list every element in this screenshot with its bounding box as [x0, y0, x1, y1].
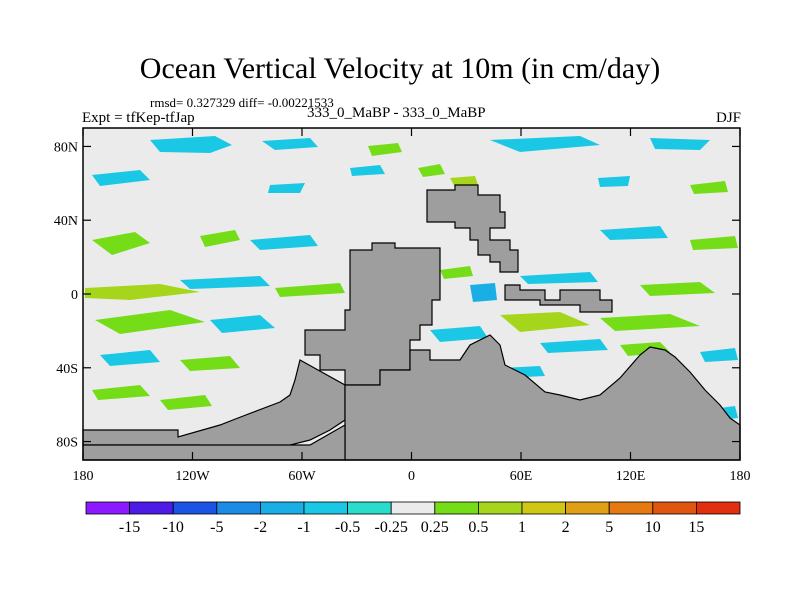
anomaly-cyan	[600, 226, 668, 240]
y-tick-label: 40S	[56, 362, 78, 377]
x-tick-label: 180	[73, 469, 94, 484]
colorbar-swatch	[390, 501, 436, 515]
anomaly-green	[500, 312, 590, 332]
center-label: 333_0_MaBP - 333_0_MaBP	[307, 105, 486, 121]
anomaly-green	[180, 356, 240, 371]
colorbar-label: 5	[605, 519, 613, 536]
anomaly-green	[95, 310, 205, 334]
anomaly-green	[92, 232, 150, 255]
x-tick-label: 120E	[616, 469, 646, 484]
anomaly-green	[92, 385, 150, 400]
colorbar-label: 2	[562, 519, 570, 536]
anomaly-cyan	[268, 183, 305, 193]
anomaly-cyan	[598, 176, 630, 187]
anomaly-cyan	[700, 348, 738, 362]
chart-title: Ocean Vertical Velocity at 10m (in cm/da…	[139, 52, 661, 85]
anomaly-green	[85, 284, 200, 300]
anomaly-cyan	[650, 138, 710, 150]
y-tick-label: 80S	[56, 436, 78, 451]
season-label: DJF	[715, 110, 741, 126]
colorbar-label: 1	[518, 519, 526, 536]
anomaly-green	[275, 283, 345, 297]
anomaly-cyan	[262, 138, 318, 150]
colorbar-swatch	[85, 501, 130, 515]
anomaly-cyan	[92, 170, 150, 186]
colorbar-label: 0.5	[468, 519, 488, 536]
anomaly-green	[200, 230, 240, 247]
anomaly-green	[368, 143, 402, 156]
anomaly-green	[450, 176, 478, 187]
anomaly-green	[418, 164, 445, 177]
colorbar-swatch	[259, 501, 305, 515]
anomaly-cyan	[250, 235, 318, 250]
colorbar-label: 0.25	[421, 519, 449, 536]
x-tick-label: 60W	[288, 469, 316, 484]
colorbar-label: 10	[645, 519, 661, 536]
colorbar-swatch	[347, 501, 392, 515]
x-tick-label: 120W	[175, 469, 210, 484]
anomaly-cyan	[150, 136, 232, 153]
anomaly-cyan	[100, 350, 160, 366]
anomaly-green	[440, 266, 473, 279]
x-tick-label: 0	[408, 469, 415, 484]
y-tick-label: 0	[71, 288, 78, 303]
colorbar-label: -0.25	[375, 519, 408, 536]
colorbar-label: -5	[210, 519, 223, 536]
land-arabia	[504, 284, 613, 313]
anomaly-cyan	[520, 272, 598, 284]
colorbar-label: -0.5	[335, 519, 360, 536]
land-south-main	[344, 334, 741, 461]
anomaly-green	[600, 314, 700, 331]
colorbar-label: -15	[119, 519, 140, 536]
colorbar: -15 -10 -5 -2 -1 -0.5 -0.25 0.25 0.5 1 2 5 10 15	[85, 501, 741, 536]
anomaly-cyan	[490, 136, 600, 152]
land-eurasia	[426, 184, 519, 273]
axes: 180 120W 60W 0 60E 120E 180 80N 40N 0 40S 80S	[54, 127, 751, 484]
land-masses	[82, 184, 741, 461]
colorbar-label: -1	[297, 519, 310, 536]
experiment-label: Expt = tfKep-tfJap	[82, 110, 195, 126]
colorbar-swatch	[172, 501, 218, 515]
anomaly-cyan	[470, 283, 497, 302]
x-tick-label: 180	[730, 469, 751, 484]
y-tick-label: 40N	[54, 214, 78, 229]
colorbar-label: -10	[163, 519, 184, 536]
colorbar-label: 15	[688, 519, 704, 536]
anomaly-cyan	[540, 339, 608, 353]
x-tick-label: 60E	[510, 469, 533, 484]
colorbar-label: -2	[254, 519, 267, 536]
anomaly-green	[690, 181, 728, 194]
anomaly-cyan	[350, 165, 385, 176]
y-tick-label: 80N	[54, 140, 78, 155]
anomaly-green	[640, 282, 715, 296]
colorbar-swatch	[303, 501, 348, 515]
anomaly-cyan	[210, 315, 275, 333]
map-plot-area	[82, 128, 741, 461]
anomaly-green	[160, 395, 212, 410]
colorbar-swatch	[565, 501, 610, 515]
colorbar-swatch	[477, 501, 523, 515]
anomaly-cyan	[430, 326, 488, 342]
anomaly-cyan	[180, 276, 270, 289]
colorbar-swatch	[521, 501, 566, 515]
anomaly-green	[690, 236, 738, 250]
colorbar-swatch	[216, 501, 261, 515]
colorbar-swatch	[652, 501, 697, 515]
colorbar-swatch	[129, 501, 174, 515]
colorbar-swatch	[434, 501, 479, 515]
colorbar-swatch	[608, 501, 654, 515]
colorbar-swatch	[696, 501, 741, 515]
stats-label: rmsd= 0.327329 diff= -0.00221533	[150, 95, 334, 110]
